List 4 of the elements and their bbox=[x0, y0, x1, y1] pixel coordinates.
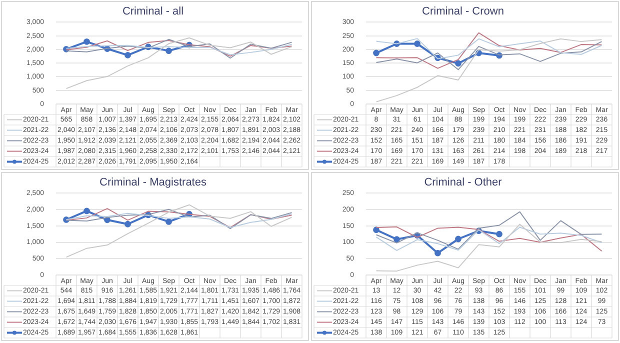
chart-title: Criminal - Crown bbox=[422, 6, 504, 18]
chart-title: Criminal - Magistrates bbox=[100, 176, 207, 189]
chart-title: Criminal - all bbox=[122, 6, 184, 18]
chart-title: Criminal - Other bbox=[424, 176, 502, 189]
